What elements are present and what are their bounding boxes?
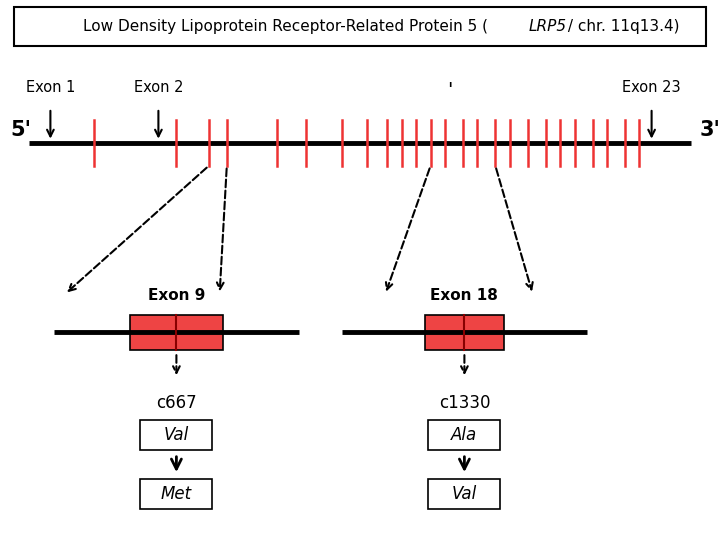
FancyBboxPatch shape — [140, 480, 212, 509]
FancyBboxPatch shape — [428, 480, 500, 509]
Text: Exon 1: Exon 1 — [26, 79, 75, 94]
Text: Val: Val — [163, 426, 189, 444]
FancyBboxPatch shape — [428, 420, 500, 449]
FancyBboxPatch shape — [14, 7, 706, 46]
Text: Low Density Lipoprotein Receptor-Related Protein 5 (: Low Density Lipoprotein Receptor-Related… — [83, 19, 488, 34]
Text: Val: Val — [451, 485, 477, 503]
FancyBboxPatch shape — [425, 314, 504, 350]
Text: ': ' — [447, 81, 453, 100]
Text: c667: c667 — [156, 394, 197, 412]
Text: Met: Met — [161, 485, 192, 503]
Text: 3': 3' — [700, 120, 720, 140]
Text: Exon 9: Exon 9 — [148, 288, 205, 302]
Text: Ala: Ala — [451, 426, 477, 444]
Text: Exon 18: Exon 18 — [431, 288, 498, 302]
Text: Exon 23: Exon 23 — [622, 79, 681, 94]
FancyBboxPatch shape — [130, 314, 223, 350]
Text: 5': 5' — [11, 120, 32, 140]
Text: Exon 2: Exon 2 — [134, 79, 183, 94]
Text: / chr. 11q13.4): / chr. 11q13.4) — [563, 19, 680, 34]
Text: LRP5: LRP5 — [528, 19, 567, 34]
Text: c1330: c1330 — [438, 394, 490, 412]
FancyBboxPatch shape — [140, 420, 212, 449]
